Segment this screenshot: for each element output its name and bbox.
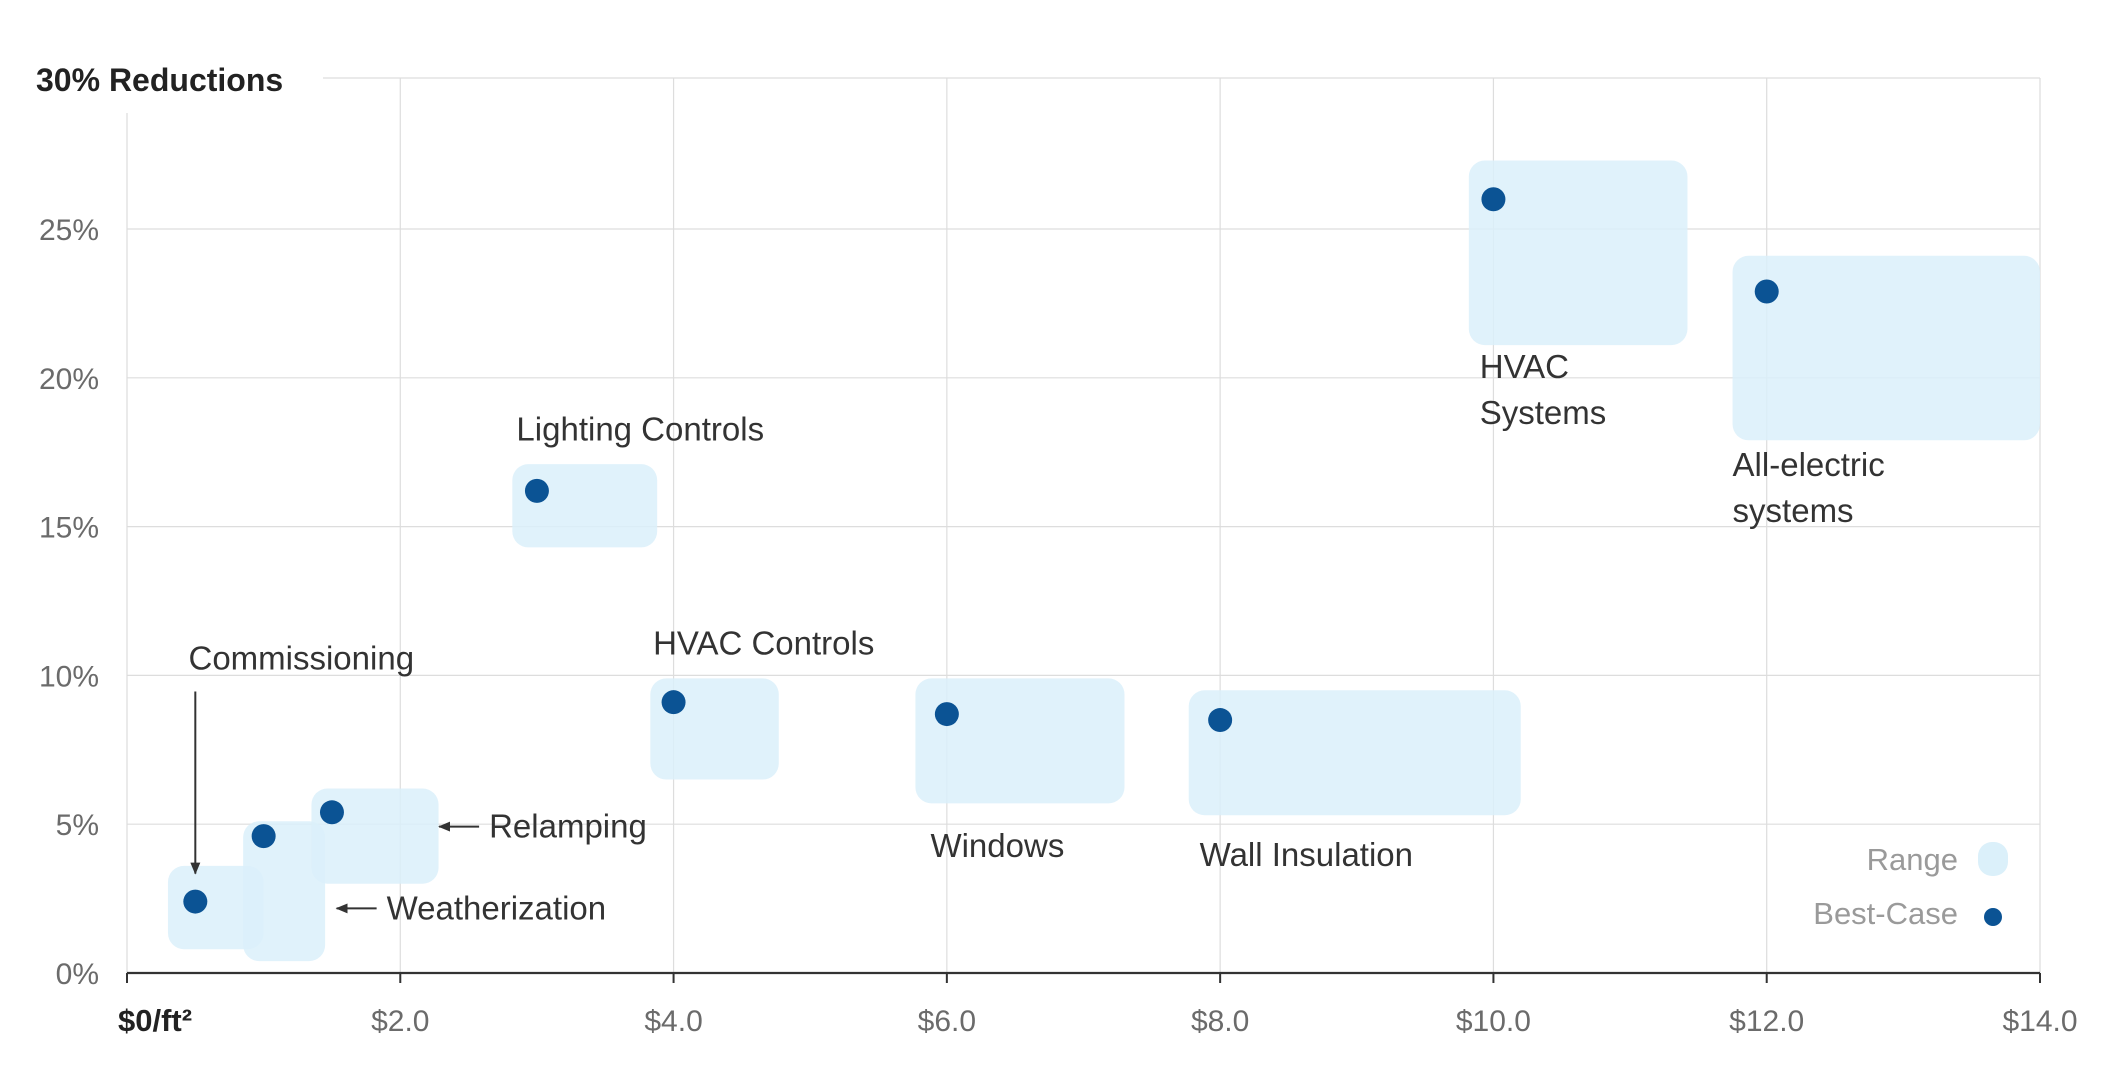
y-tick-label: 20% [39, 363, 99, 396]
label-hvac-controls: HVAC Controls [653, 625, 874, 662]
y-tick-label: 25% [39, 214, 99, 247]
best-case-dot-windows [934, 702, 959, 727]
y-tick-label: 0% [56, 958, 99, 991]
best-case-dot-hvac-controls [661, 690, 686, 715]
label-all-electric-systems: systems [1733, 492, 1854, 529]
label-lighting-controls: Lighting Controls [516, 410, 764, 447]
x-axis-origin-label: $0/ft² [118, 1003, 192, 1038]
legend-label-best-case: Best-Case [1813, 896, 1958, 931]
best-case-dot-commissioning [183, 889, 208, 914]
label-commissioning: Commissioning [188, 639, 414, 676]
x-tick-label: $10.0 [1456, 1005, 1531, 1038]
axes-layer: 0% 5% 10% 15% 20% 25% $2.0 $4.0 $6.0 $8.0 $10.0 $12… [36, 62, 2078, 1038]
legend-range-swatch [1978, 842, 2008, 876]
x-tick-label: $4.0 [644, 1005, 702, 1038]
best-case-dot-all-electric-systems [1754, 279, 1779, 304]
best-case-dot-weatherization [251, 824, 276, 849]
best-case-dot-lighting-controls [524, 478, 549, 503]
range-box-weatherization [243, 821, 326, 962]
label-weatherization: Weatherization [387, 889, 607, 926]
x-tick-label: $6.0 [918, 1005, 976, 1038]
y-axis-title: 30% Reductions [36, 62, 283, 98]
range-box-hvac-systems [1468, 160, 1688, 346]
range-layer [167, 160, 2040, 962]
label-wall-insulation: Wall Insulation [1200, 836, 1413, 873]
range-box-lighting-controls [512, 464, 658, 548]
y-tick-label: 5% [56, 809, 99, 842]
x-tick-label: $2.0 [371, 1005, 429, 1038]
legend: Range Best-Case [1813, 842, 2008, 931]
x-tick-label: $8.0 [1191, 1005, 1249, 1038]
label-relamping: Relamping [489, 808, 647, 845]
best-case-dot-wall-insulation [1208, 708, 1233, 733]
y-tick-label: 15% [39, 512, 99, 545]
best-case-dot-hvac-systems [1481, 187, 1506, 212]
label-hvac-systems: Systems [1480, 394, 1607, 431]
label-layer: Commissioning Weatherization Relamping Ligh… [188, 348, 1884, 927]
range-box-wall-insulation [1188, 690, 1521, 816]
range-box-windows [915, 678, 1125, 804]
legend-label-range: Range [1867, 842, 1958, 877]
label-all-electric-systems: All-electric [1733, 446, 1885, 483]
x-tick-label: $12.0 [1729, 1005, 1804, 1038]
best-case-dot-relamping [319, 800, 344, 825]
y-tick-label: 10% [39, 660, 99, 693]
best-case-layer [183, 187, 1779, 914]
legend-best-case-swatch [1984, 908, 2002, 926]
x-tick-label: $14.0 [2002, 1005, 2077, 1038]
range-box-all-electric-systems [1732, 255, 2040, 441]
range-box-commissioning [167, 865, 264, 950]
label-windows: Windows [930, 827, 1064, 864]
label-hvac-systems: HVAC [1480, 348, 1569, 385]
